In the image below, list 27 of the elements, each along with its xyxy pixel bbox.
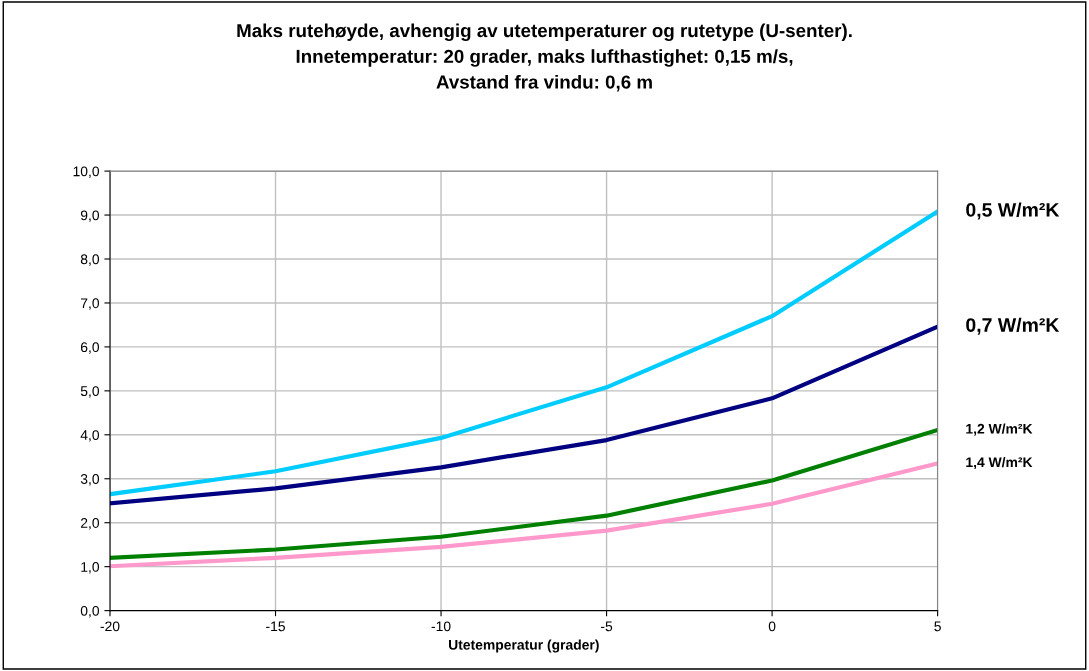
- x-tick-label: -10: [431, 621, 451, 632]
- y-tick-label: 8,0: [80, 254, 100, 266]
- x-tick-label: -15: [266, 621, 285, 632]
- y-tick-label: 2,0: [80, 518, 100, 530]
- series-label: 0,5 W/m²K: [966, 202, 1060, 220]
- y-tick-label: 3,0: [80, 474, 100, 486]
- text: 1,4 W/m²K: [966, 456, 1033, 470]
- series-label: 0,7 W/m²K: [966, 317, 1060, 335]
- y-tick-label: 0,0: [80, 605, 100, 618]
- x-tick-label: -20: [100, 621, 120, 632]
- y-tick-label: 5,0: [80, 386, 100, 398]
- y-tick-label: 9,0: [80, 210, 100, 222]
- y-tick-label: 7,0: [80, 298, 100, 310]
- line-series: [109, 461, 938, 569]
- y-tick-label: 10,0: [73, 166, 100, 178]
- y-tick-label: 4,0: [80, 430, 100, 442]
- y-tick-label: 6,0: [80, 342, 100, 354]
- y-tick-label: 1,0: [81, 561, 100, 574]
- x-tick-label: 0: [768, 621, 776, 632]
- line-series: [109, 324, 938, 506]
- chart-title: Maks rutehøyde, avhengig av utetemperaturer og rutetype (U-senter). Innetemperatur: 20 grader, maks lufthastighet: 0,15 m/s, Avstand fra vindu: 0,6 m: [237, 23, 852, 92]
- text: 1,2 W/m²K: [966, 423, 1033, 436]
- x-tick-label: -5: [601, 621, 613, 632]
- x-tick-label: 5: [934, 621, 941, 632]
- line-series: [109, 209, 938, 497]
- x-axis-title: Utetemperatur (grader): [449, 639, 599, 653]
- line-series: [109, 427, 938, 560]
